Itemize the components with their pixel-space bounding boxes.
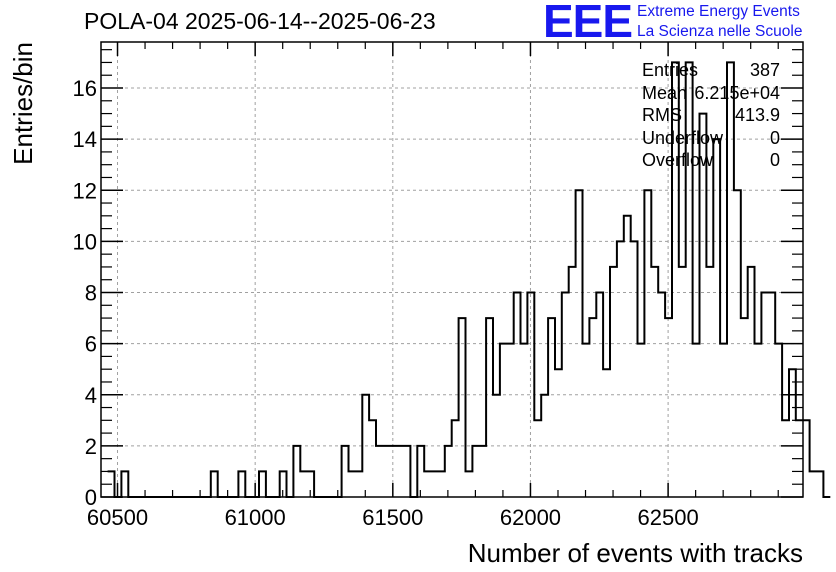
stats-value: 387 bbox=[749, 60, 780, 80]
x-tick-label: 62500 bbox=[638, 505, 699, 530]
logo-subtitle-line1: Extreme Energy Events bbox=[637, 3, 800, 20]
y-tick-label: 2 bbox=[85, 434, 97, 459]
axis-ticks bbox=[101, 42, 803, 498]
x-tick-label: 60500 bbox=[87, 505, 148, 530]
stats-key: Mean bbox=[642, 82, 688, 103]
eee-logo: EEE bbox=[543, 0, 633, 47]
x-tick-label: 61500 bbox=[362, 505, 423, 530]
stats-value: 0 bbox=[769, 127, 780, 148]
x-tick-label: 62000 bbox=[500, 505, 561, 530]
stats-row-overflow: Overflow 0 bbox=[642, 150, 780, 173]
plot-frame bbox=[100, 41, 804, 498]
y-tick-label: 10 bbox=[73, 229, 97, 254]
y-tick-label: 16 bbox=[73, 76, 97, 101]
stats-row-mean: Mean 6.215e+04 bbox=[642, 83, 780, 106]
stats-key: RMS bbox=[642, 105, 682, 125]
logo-subtitle-line2: La Scienza nelle Scuole bbox=[637, 23, 803, 40]
y-tick-label: 14 bbox=[73, 127, 97, 152]
stats-row-rms: RMS 413.9 bbox=[642, 105, 780, 128]
y-tick-label: 6 bbox=[85, 332, 97, 357]
stats-key: Underflow bbox=[642, 127, 724, 148]
x-axis-label: Number of events with tracks bbox=[468, 538, 803, 568]
stats-row-underflow: Underflow 0 bbox=[642, 128, 780, 151]
stats-row-entries: Entries 387 bbox=[642, 60, 780, 83]
tick-labels: 60500 61000 61500 62000 62500 0 2 4 6 8 10 12 14 16 bbox=[73, 76, 699, 530]
y-tick-label: 0 bbox=[85, 485, 97, 510]
stats-box: Entries 387 Mean 6.215e+04 RMS 413.9 Underf… bbox=[642, 60, 780, 173]
stats-key: Overflow bbox=[642, 150, 714, 170]
chart-title: POLA-04 2025-06-14--2025-06-23 bbox=[84, 8, 436, 34]
stats-key: Entries bbox=[642, 60, 699, 80]
grid-lines bbox=[101, 42, 803, 497]
stats-value: 413.9 bbox=[734, 105, 780, 125]
y-tick-label: 4 bbox=[85, 383, 97, 408]
stats-value: 0 bbox=[769, 150, 780, 170]
y-axis-label: Entries/bin bbox=[8, 42, 38, 165]
y-tick-label: 12 bbox=[73, 178, 97, 203]
x-tick-label: 61000 bbox=[225, 505, 286, 530]
y-tick-label: 8 bbox=[85, 281, 97, 306]
stats-value: 6.215e+04 bbox=[694, 82, 780, 103]
histogram-outline bbox=[107, 61, 831, 498]
